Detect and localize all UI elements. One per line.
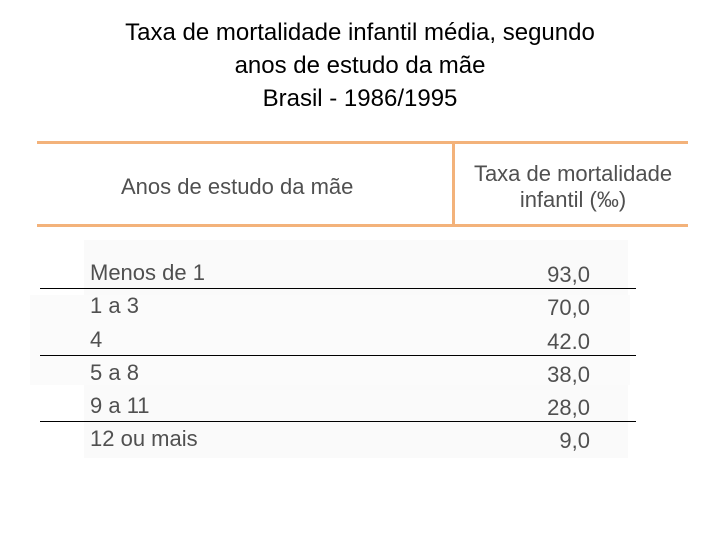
table-row: Menos de 1 93,0 <box>40 256 636 290</box>
row-value: 9,0 <box>559 428 590 454</box>
page-title: Taxa de mortalidade infantil média, segu… <box>0 16 720 115</box>
table-background-band <box>30 295 630 385</box>
table-row: 4 42.0 <box>40 323 636 356</box>
table-body: Menos de 1 93,0 1 a 3 70,0 4 42.0 5 a 8 … <box>40 256 636 456</box>
row-label: 1 a 3 <box>90 293 139 319</box>
table-row: 9 a 11 28,0 <box>40 389 636 423</box>
header-mortality-rate: Taxa de mortalidade infantil (‰) <box>462 161 684 213</box>
row-label: Menos de 1 <box>90 260 205 285</box>
title-line-1: Taxa de mortalidade infantil média, segu… <box>125 19 595 46</box>
title-line-3: Brasil - 1986/1995 <box>262 85 458 112</box>
row-value: 93,0 <box>547 262 590 287</box>
title-line-2: anos de estudo da mãe <box>234 52 486 79</box>
row-label: 9 a 11 <box>90 393 150 419</box>
header-education-years: Anos de estudo da mãe <box>121 174 354 199</box>
row-value: 38,0 <box>547 361 590 387</box>
row-label: 5 a 8 <box>90 359 139 385</box>
header-mortality-rate-line-2: infantil (‰) <box>519 187 627 212</box>
row-value: 28,0 <box>547 395 590 421</box>
row-label: 12 ou mais <box>90 426 198 452</box>
table-header: Anos de estudo da mãe Taxa de mortalidad… <box>37 141 688 227</box>
row-value: 70,0 <box>547 295 590 321</box>
row-value: 42.0 <box>547 328 590 354</box>
table-row: 5 a 8 38,0 <box>40 356 636 389</box>
table-row: 1 a 3 70,0 <box>40 289 636 322</box>
header-mortality-rate-line-1: Taxa de mortalidade <box>473 161 673 186</box>
row-label: 4 <box>90 326 103 352</box>
table-row: 12 ou mais 9,0 <box>40 422 636 455</box>
header-column-divider <box>452 144 455 224</box>
